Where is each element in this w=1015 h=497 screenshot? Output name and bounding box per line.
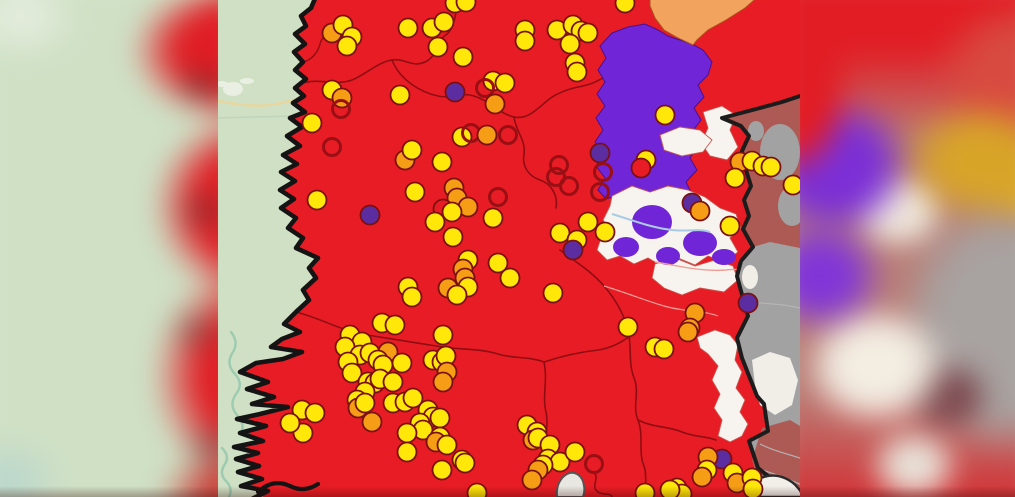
incident-dot-yellow-event[interactable] — [431, 459, 453, 481]
incident-dot-red-ring-event[interactable] — [549, 155, 569, 175]
incident-dot-red-event[interactable] — [630, 157, 652, 179]
incident-dot-red-ring-event[interactable] — [331, 99, 351, 119]
incident-dot-purple-event[interactable] — [589, 142, 611, 164]
incident-dot-red-ring-event[interactable] — [322, 137, 342, 157]
incident-dot-yellow-event[interactable] — [432, 324, 454, 346]
river-line — [220, 446, 232, 497]
incident-dot-yellow-event[interactable] — [659, 479, 681, 497]
free-territory-details — [218, 78, 302, 497]
incident-dot-yellow-event[interactable] — [760, 156, 782, 178]
incident-dot-yellow-event[interactable] — [452, 46, 474, 68]
incident-dot-yellow-event[interactable] — [404, 181, 426, 203]
incident-dot-red-ring-event[interactable] — [584, 454, 604, 474]
incident-dot-yellow-event[interactable] — [577, 22, 599, 44]
incident-dot-red-ring-event[interactable] — [590, 182, 610, 202]
incident-dot-yellow-event[interactable] — [401, 286, 423, 308]
incident-dot-yellow-event[interactable] — [559, 33, 581, 55]
incident-dot-yellow-event[interactable] — [466, 482, 488, 497]
across-border-zone — [722, 96, 800, 497]
front-line — [231, 0, 321, 497]
incident-dot-yellow-event[interactable] — [594, 221, 616, 243]
blurred-left-backdrop — [0, 0, 218, 497]
incident-dot-yellow-event[interactable] — [654, 104, 676, 126]
incident-dot-yellow-event[interactable] — [494, 72, 516, 94]
incident-dot-yellow-event[interactable] — [354, 392, 376, 414]
blurred-right-backdrop — [800, 0, 1015, 497]
map-canvas[interactable] — [218, 0, 800, 497]
incident-dot-yellow-event[interactable] — [454, 452, 476, 474]
incident-dot-orange-event[interactable] — [361, 411, 383, 433]
incident-dot-orange-event[interactable] — [521, 469, 543, 491]
incident-dot-yellow-event[interactable] — [279, 412, 301, 434]
incident-dot-red-ring-event[interactable] — [593, 162, 613, 182]
incident-dot-yellow-event[interactable] — [719, 215, 741, 237]
incident-dot-red-ring-event[interactable] — [498, 125, 518, 145]
incident-dot-yellow-event[interactable] — [577, 211, 599, 233]
incident-dot-yellow-event[interactable] — [617, 316, 639, 338]
incident-dot-yellow-event[interactable] — [614, 0, 636, 14]
incident-dot-red-ring-event[interactable] — [488, 187, 508, 207]
incident-dot-yellow-event[interactable] — [389, 84, 411, 106]
incident-dot-yellow-event[interactable] — [487, 252, 509, 274]
incident-dot-yellow-event[interactable] — [384, 314, 406, 336]
incident-dot-yellow-event[interactable] — [431, 151, 453, 173]
incident-dot-orange-event[interactable] — [476, 124, 498, 146]
incident-dot-purple-event[interactable] — [562, 239, 584, 261]
incident-dot-yellow-event[interactable] — [564, 441, 586, 463]
incident-dot-yellow-event[interactable] — [634, 482, 656, 497]
blurred-left-fill — [0, 0, 218, 497]
state-border — [720, 94, 800, 497]
incident-dot-yellow-event[interactable] — [306, 189, 328, 211]
incident-dot-yellow-event[interactable] — [442, 226, 464, 248]
map-pin-tip[interactable] — [555, 471, 586, 497]
incident-dot-orange-event[interactable] — [484, 93, 506, 115]
incident-dot-yellow-event[interactable] — [396, 441, 418, 463]
blurred-right-fill — [800, 0, 1015, 497]
incident-dot-yellow-event[interactable] — [424, 211, 446, 233]
incident-dot-yellow-event[interactable] — [446, 284, 468, 306]
incident-dot-orange-event[interactable] — [677, 321, 699, 343]
incident-dot-yellow-event[interactable] — [301, 112, 323, 134]
incident-dots-layer — [279, 0, 801, 497]
incident-dot-yellow-event[interactable] — [441, 201, 463, 223]
incident-dot-yellow-event[interactable] — [336, 35, 358, 57]
incident-dot-red-ring-event[interactable] — [475, 78, 495, 98]
incident-dot-yellow-event[interactable] — [455, 0, 477, 13]
incident-dot-orange-event[interactable] — [432, 371, 454, 393]
incident-dot-yellow-event[interactable] — [382, 371, 404, 393]
incident-dot-red-ring-event[interactable] — [546, 167, 566, 187]
incident-dot-yellow-event[interactable] — [401, 139, 423, 161]
incident-dot-yellow-event[interactable] — [433, 11, 455, 33]
incident-dot-orange-event[interactable] — [689, 200, 711, 222]
incident-dot-yellow-event[interactable] — [499, 267, 521, 289]
incident-dot-yellow-event[interactable] — [724, 167, 746, 189]
incident-dot-yellow-event[interactable] — [566, 61, 588, 83]
incident-dot-yellow-event[interactable] — [482, 207, 504, 229]
incident-dot-yellow-event[interactable] — [542, 282, 564, 304]
incident-dot-purple-event[interactable] — [359, 204, 381, 226]
incident-dot-yellow-event[interactable] — [304, 402, 326, 424]
incident-dot-yellow-event[interactable] — [391, 352, 413, 374]
incident-dot-yellow-event[interactable] — [436, 434, 458, 456]
incident-dot-yellow-event[interactable] — [514, 30, 536, 52]
incident-dot-yellow-event[interactable] — [782, 174, 801, 196]
incident-dot-yellow-event[interactable] — [429, 407, 451, 429]
incident-dot-yellow-event[interactable] — [341, 362, 363, 384]
incident-dot-yellow-event[interactable] — [396, 422, 418, 444]
incident-dot-yellow-event[interactable] — [742, 478, 764, 497]
incident-dot-yellow-event[interactable] — [653, 338, 675, 360]
incident-dot-purple-event[interactable] — [737, 292, 759, 314]
incident-dot-red-ring-event[interactable] — [559, 176, 579, 196]
orange-corridor-region — [649, 0, 755, 46]
incident-dot-yellow-event[interactable] — [427, 36, 449, 58]
incident-dot-orange-event[interactable] — [691, 466, 713, 488]
lake-shape — [223, 82, 243, 96]
incident-dot-purple-event[interactable] — [444, 81, 466, 103]
incident-dot-yellow-event[interactable] — [397, 17, 419, 39]
incident-dot-yellow-event[interactable] — [402, 387, 424, 409]
